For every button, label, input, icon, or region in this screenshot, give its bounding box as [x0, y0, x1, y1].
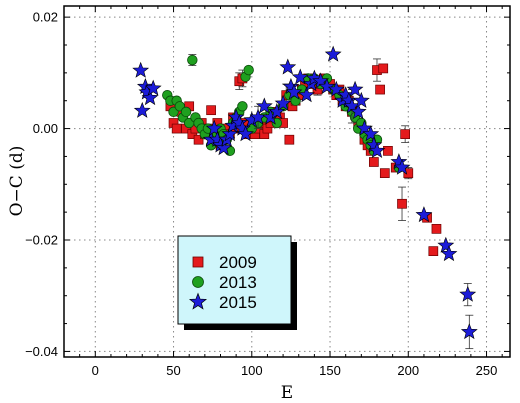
y-tick-label: −0.04 [25, 344, 58, 359]
point-2015 [285, 83, 303, 100]
point-2009 [403, 168, 414, 178]
point-2015 [221, 125, 239, 142]
point-2015 [324, 45, 342, 62]
point-2009 [193, 134, 204, 145]
point-2015 [346, 80, 364, 97]
point-2015 [327, 80, 345, 97]
tick-labels: 0 50 100 150 200 250 0.02 0.00 −0.02 −0.04 [25, 10, 497, 378]
x-tick-label: 50 [166, 363, 180, 378]
point-2015 [144, 79, 162, 96]
y-tick-label: 0.00 [33, 121, 58, 136]
point-2015 [415, 206, 433, 223]
point-2015 [393, 158, 411, 175]
point-2015 [255, 97, 273, 114]
point-2013 [180, 106, 192, 118]
point-2015 [133, 101, 151, 118]
point-2015 [291, 68, 309, 85]
legend-label-2013: 2013 [219, 273, 257, 292]
point-2015 [205, 119, 223, 136]
legend-label-2015: 2015 [219, 293, 257, 312]
point-2015 [279, 58, 297, 75]
point-2009 [383, 146, 393, 156]
point-2015 [352, 91, 370, 108]
point-2015 [460, 323, 478, 340]
point-2009 [284, 134, 295, 145]
legend-star-marker [188, 292, 208, 310]
point-2015 [362, 125, 380, 142]
point-2015 [318, 77, 336, 94]
point-2009 [379, 168, 390, 178]
series-2015 [132, 45, 478, 350]
point-2009 [369, 157, 379, 167]
x-tick-label: 100 [241, 363, 263, 378]
point-2015 [298, 86, 315, 103]
point-2013 [237, 101, 248, 112]
legend-square-marker [192, 256, 204, 268]
point-2009 [397, 198, 407, 209]
x-tick-label: 250 [476, 363, 498, 378]
y-axis-title: O−C (d) [7, 146, 27, 217]
point-2015 [268, 103, 286, 120]
point-2015 [274, 94, 292, 111]
plot-frame [63, 5, 511, 358]
point-2009 [206, 105, 216, 116]
point-2009 [400, 129, 411, 139]
point-2009 [431, 224, 442, 234]
point-2015 [237, 125, 254, 142]
x-tick-label: 200 [397, 363, 419, 378]
point-2009 [378, 63, 389, 74]
point-2013 [243, 64, 254, 76]
point-2015 [368, 142, 386, 159]
point-2015 [440, 245, 458, 262]
point-2013 [290, 95, 301, 106]
point-2015 [459, 285, 477, 302]
x-axis-title: E [281, 383, 293, 403]
legend-circle-marker [192, 276, 204, 288]
point-2015 [141, 89, 159, 106]
point-2009 [428, 246, 439, 256]
x-tick-label: 0 [92, 363, 99, 378]
x-tick-label: 150 [319, 363, 341, 378]
data-points [132, 45, 478, 350]
y-tick-label: −0.02 [25, 233, 58, 248]
y-tick-label: 0.02 [33, 10, 58, 25]
legend: 2009 2013 2015 [177, 235, 297, 330]
legend-label-2009: 2009 [219, 253, 257, 272]
point-2015 [437, 236, 455, 253]
point-2009 [375, 84, 385, 95]
point-2013 [187, 54, 198, 66]
point-2015 [215, 139, 233, 156]
point-2009 [171, 123, 182, 134]
point-2015 [349, 103, 367, 120]
grid-lines [64, 6, 510, 357]
point-2015 [132, 61, 150, 78]
